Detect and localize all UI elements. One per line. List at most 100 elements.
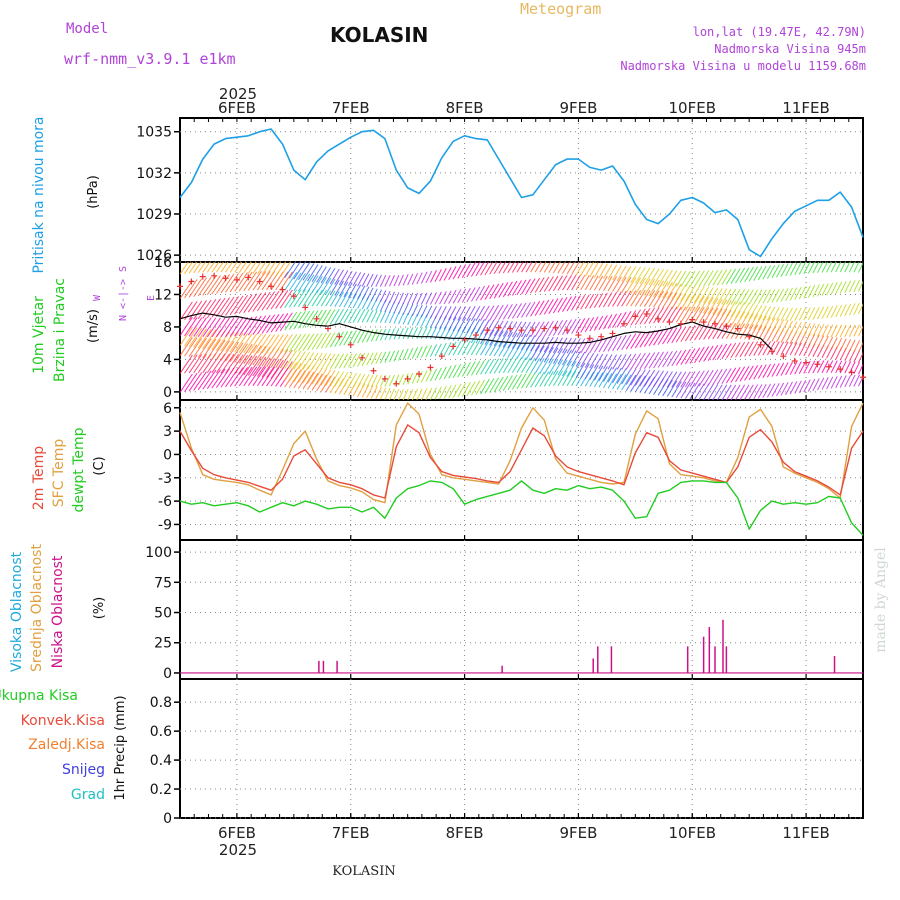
wind-barb	[707, 323, 719, 340]
wind-barb	[206, 275, 221, 295]
wind-barb	[357, 383, 366, 397]
wind-observed-marker	[848, 369, 855, 376]
wind-barb	[675, 293, 687, 310]
wind-barb	[352, 329, 362, 345]
wind-barb	[607, 373, 618, 389]
wind-barb	[411, 304, 419, 317]
wind-barb	[807, 360, 816, 374]
wind-barb	[762, 289, 772, 304]
wind-barb	[197, 299, 212, 320]
wind-barb	[402, 274, 409, 286]
wind-barb	[657, 306, 669, 324]
wind-barb	[534, 262, 542, 273]
wind-observed-marker	[655, 315, 662, 322]
wind-observed-marker	[484, 327, 491, 334]
wind-barb	[279, 349, 293, 369]
wind-observed-marker	[313, 315, 320, 322]
wind-barb	[644, 330, 656, 347]
wind-barb	[534, 321, 545, 338]
wind-barb	[566, 350, 577, 366]
wind-barb	[252, 333, 267, 354]
wind-barb	[844, 303, 852, 317]
wind-barb	[598, 354, 608, 370]
wind-barb	[621, 290, 632, 307]
wind-barb	[234, 294, 248, 315]
wind-barb	[534, 300, 545, 316]
wind-barb	[302, 263, 315, 281]
wind-barb	[598, 372, 608, 388]
wind-barb	[844, 361, 852, 374]
wind-barb	[220, 331, 235, 352]
wind-barb	[716, 384, 728, 400]
precip-legend-snow: Snijeg	[62, 762, 105, 778]
wind-barb	[357, 373, 366, 388]
ytick-label: -9	[158, 517, 172, 533]
wind-barb	[384, 351, 391, 363]
wind-barb	[348, 372, 357, 388]
wind-barb	[466, 262, 476, 278]
wind-barb	[452, 265, 462, 280]
precip-legend-total: Ukupna Kisa	[0, 688, 78, 704]
wind-barb	[662, 351, 673, 368]
wind-barb	[675, 349, 687, 366]
wind-barb	[735, 366, 746, 383]
wind-barb	[461, 263, 471, 279]
wind-barb	[534, 336, 545, 352]
wind-barb	[639, 308, 651, 325]
wind-barb	[484, 340, 495, 356]
wind-barb	[712, 308, 723, 325]
wind-barb	[675, 270, 687, 287]
wind-observed-marker	[472, 332, 479, 339]
wind-barb	[721, 343, 732, 360]
wind-barb	[252, 292, 267, 312]
wind-barb	[580, 317, 590, 333]
wind-barb	[780, 288, 789, 302]
wind-observed-marker	[860, 374, 866, 381]
wind-barb	[785, 307, 793, 321]
wind-barb	[730, 301, 741, 318]
wind-barb	[279, 289, 293, 309]
wind-barb	[511, 262, 520, 273]
wind-barb	[188, 262, 198, 274]
wind-barb	[853, 361, 860, 375]
wind-barb	[206, 369, 221, 389]
wind-observed-marker	[245, 274, 252, 281]
footer-station: KOLASIN	[332, 864, 395, 879]
wind-observed-marker	[609, 330, 616, 337]
wind-barb	[789, 287, 798, 301]
wind-barb	[666, 380, 678, 397]
wind-barb	[402, 303, 409, 315]
wind-barb	[293, 262, 306, 280]
wind-barb	[639, 352, 651, 370]
wind-barb	[284, 289, 298, 308]
wind-barb	[375, 386, 382, 399]
wind-barb	[188, 327, 203, 348]
wind-barb	[794, 262, 802, 276]
wind-barb	[539, 358, 550, 374]
wind-barb	[680, 382, 691, 399]
wind-barb	[630, 332, 642, 349]
wind-barb	[730, 367, 741, 383]
wind-barb	[589, 293, 599, 309]
wind-barb	[612, 373, 622, 390]
wind-barb	[785, 320, 793, 335]
wind-barb	[461, 362, 471, 377]
wind-barb	[739, 365, 750, 382]
wind-barb	[452, 289, 462, 304]
wind-barb	[329, 279, 340, 296]
wind-barb	[616, 368, 627, 384]
wind-barb	[247, 315, 262, 336]
wind-barb	[548, 298, 559, 314]
wind-barb	[739, 341, 750, 358]
wind-speed-line	[179, 312, 773, 351]
wind-observed-marker	[359, 354, 366, 361]
wind-barb	[530, 372, 541, 388]
wind-observed-marker	[643, 310, 650, 317]
wind-barb	[402, 292, 409, 305]
wind-barb	[603, 336, 613, 353]
wind-barb	[584, 317, 595, 333]
wind-observed-marker	[677, 320, 684, 327]
wind-barb	[470, 360, 481, 376]
wind-barb	[311, 265, 323, 282]
wind-barb	[180, 280, 193, 299]
